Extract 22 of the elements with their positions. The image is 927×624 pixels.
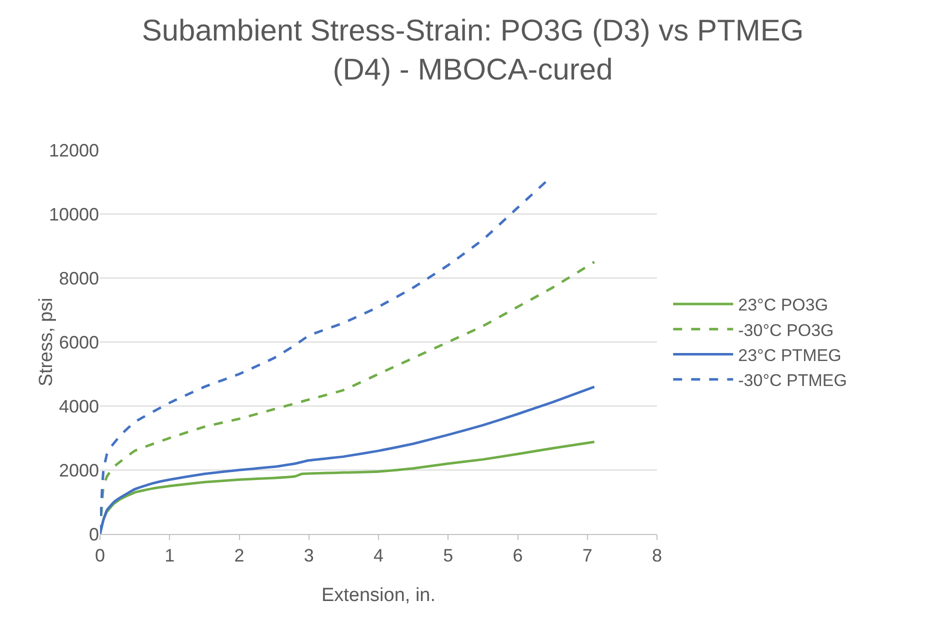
x-tick-label: 8 xyxy=(652,546,662,566)
legend-label: -30°C PO3G xyxy=(738,320,834,340)
y-tick-label: 10000 xyxy=(48,204,99,224)
legend-label: -30°C PTMEG xyxy=(738,370,847,390)
y-axis-title: Stress, psi xyxy=(36,298,57,386)
legend-label: 23°C PTMEG xyxy=(738,346,842,365)
x-tick-label: 1 xyxy=(164,546,175,566)
x-axis-title: Extension, in. xyxy=(321,585,436,606)
y-tick-label: 0 xyxy=(88,524,99,544)
chart-title: Subambient Stress-Strain: PO3G (D3) vs PTMEG (D4) - MBOCA-cured xyxy=(142,14,804,87)
y-tick-label: 2000 xyxy=(58,460,99,480)
x-tick-label: 2 xyxy=(234,546,244,566)
y-tick-label: 6000 xyxy=(58,332,99,352)
x-tick-label: 6 xyxy=(512,546,523,566)
x-tick-label: 7 xyxy=(582,546,592,566)
x-tick-label: 3 xyxy=(304,546,314,566)
y-tick-label: 8000 xyxy=(58,268,99,288)
legend-label: 23°C PO3G xyxy=(738,296,828,315)
y-tick-label: 4000 xyxy=(58,396,99,416)
y-tick-label: 12000 xyxy=(48,140,99,160)
x-tick-label: 4 xyxy=(373,546,384,566)
x-tick-label: 5 xyxy=(443,546,454,566)
